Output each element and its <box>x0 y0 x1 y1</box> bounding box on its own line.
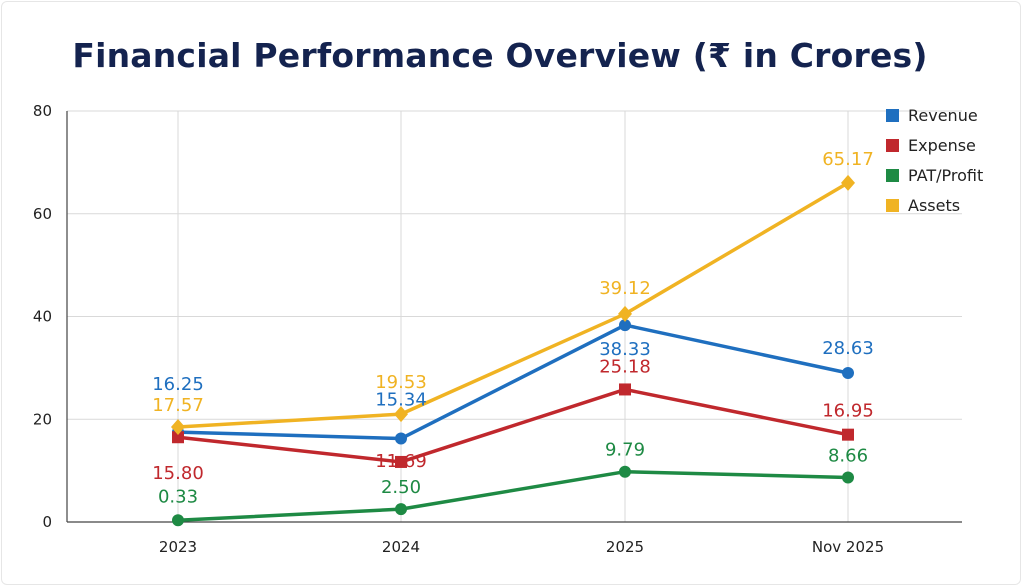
assets-marker <box>841 174 855 191</box>
data-label-layer: 16.25 15.34 38.33 28.63 15.80 11.69 25.18 16.95… <box>152 149 874 507</box>
revenue-marker <box>395 432 407 445</box>
pat-profit-marker <box>842 471 854 484</box>
axis-layer: 0 20 40 60 80 2023 2024 2025 Nov 2025 <box>33 102 962 556</box>
legend-swatch <box>886 139 899 152</box>
x-tick-label: 2025 <box>606 538 644 556</box>
expense-marker <box>842 428 854 441</box>
pat-profit-marker <box>395 503 407 516</box>
expense-line <box>177 387 849 464</box>
y-tick-label: 20 <box>33 410 52 428</box>
legend-swatch <box>886 169 899 182</box>
y-tick-label: 40 <box>33 308 52 326</box>
assets-data-label: 65.17 <box>822 149 874 170</box>
expense-data-label: 15.80 <box>152 463 204 484</box>
legend-label: Revenue <box>908 106 978 125</box>
revenue-data-label: 38.33 <box>599 339 651 360</box>
expense-data-label: 16.95 <box>822 401 874 422</box>
x-tick-label: 2024 <box>382 538 420 556</box>
pat-profit-marker <box>172 514 184 527</box>
pat-profit-data-label: 0.33 <box>158 486 198 507</box>
revenue-data-label: 15.34 <box>375 390 427 411</box>
legend-label: Expense <box>908 136 976 155</box>
expense-marker <box>619 383 631 396</box>
legend: Revenue Expense PAT/Profit Assets <box>886 106 983 215</box>
legend-swatch <box>886 109 899 122</box>
expense-data-label: 25.18 <box>599 356 651 377</box>
legend-swatch <box>886 199 899 212</box>
assets-marker <box>171 418 185 435</box>
revenue-data-label: 28.63 <box>822 338 874 359</box>
assets-marker <box>618 305 632 322</box>
assets-marker <box>394 406 408 423</box>
chart-title: Financial Performance Overview (₹ in Cro… <box>72 36 928 75</box>
expense-data-label: 11.69 <box>375 451 427 472</box>
revenue-marker <box>619 319 631 332</box>
legend-label: Assets <box>908 196 960 215</box>
grid-layer <box>67 110 962 522</box>
pat-profit-data-label: 8.66 <box>828 446 868 467</box>
expense-marker <box>172 431 184 444</box>
x-tick-label: 2023 <box>159 538 197 556</box>
y-tick-label: 80 <box>33 102 52 120</box>
revenue-marker <box>842 367 854 380</box>
assets-line <box>177 181 849 429</box>
revenue-data-label: 16.25 <box>152 374 204 395</box>
pat-profit-data-label: 9.79 <box>605 440 645 461</box>
legend-label: PAT/Profit <box>908 166 983 185</box>
x-tick-label: Nov 2025 <box>812 538 884 556</box>
assets-data-label: 19.53 <box>375 372 427 393</box>
expense-marker <box>395 455 407 468</box>
assets-data-label: 17.57 <box>152 395 204 416</box>
y-tick-label: 0 <box>42 513 52 531</box>
pat-profit-data-label: 2.50 <box>381 477 421 498</box>
series-layer <box>171 174 855 527</box>
pat-profit-line <box>177 469 849 523</box>
assets-data-label: 39.12 <box>599 278 651 299</box>
y-tick-label: 60 <box>33 205 52 223</box>
revenue-line <box>177 323 849 441</box>
pat-profit-marker <box>619 465 631 478</box>
